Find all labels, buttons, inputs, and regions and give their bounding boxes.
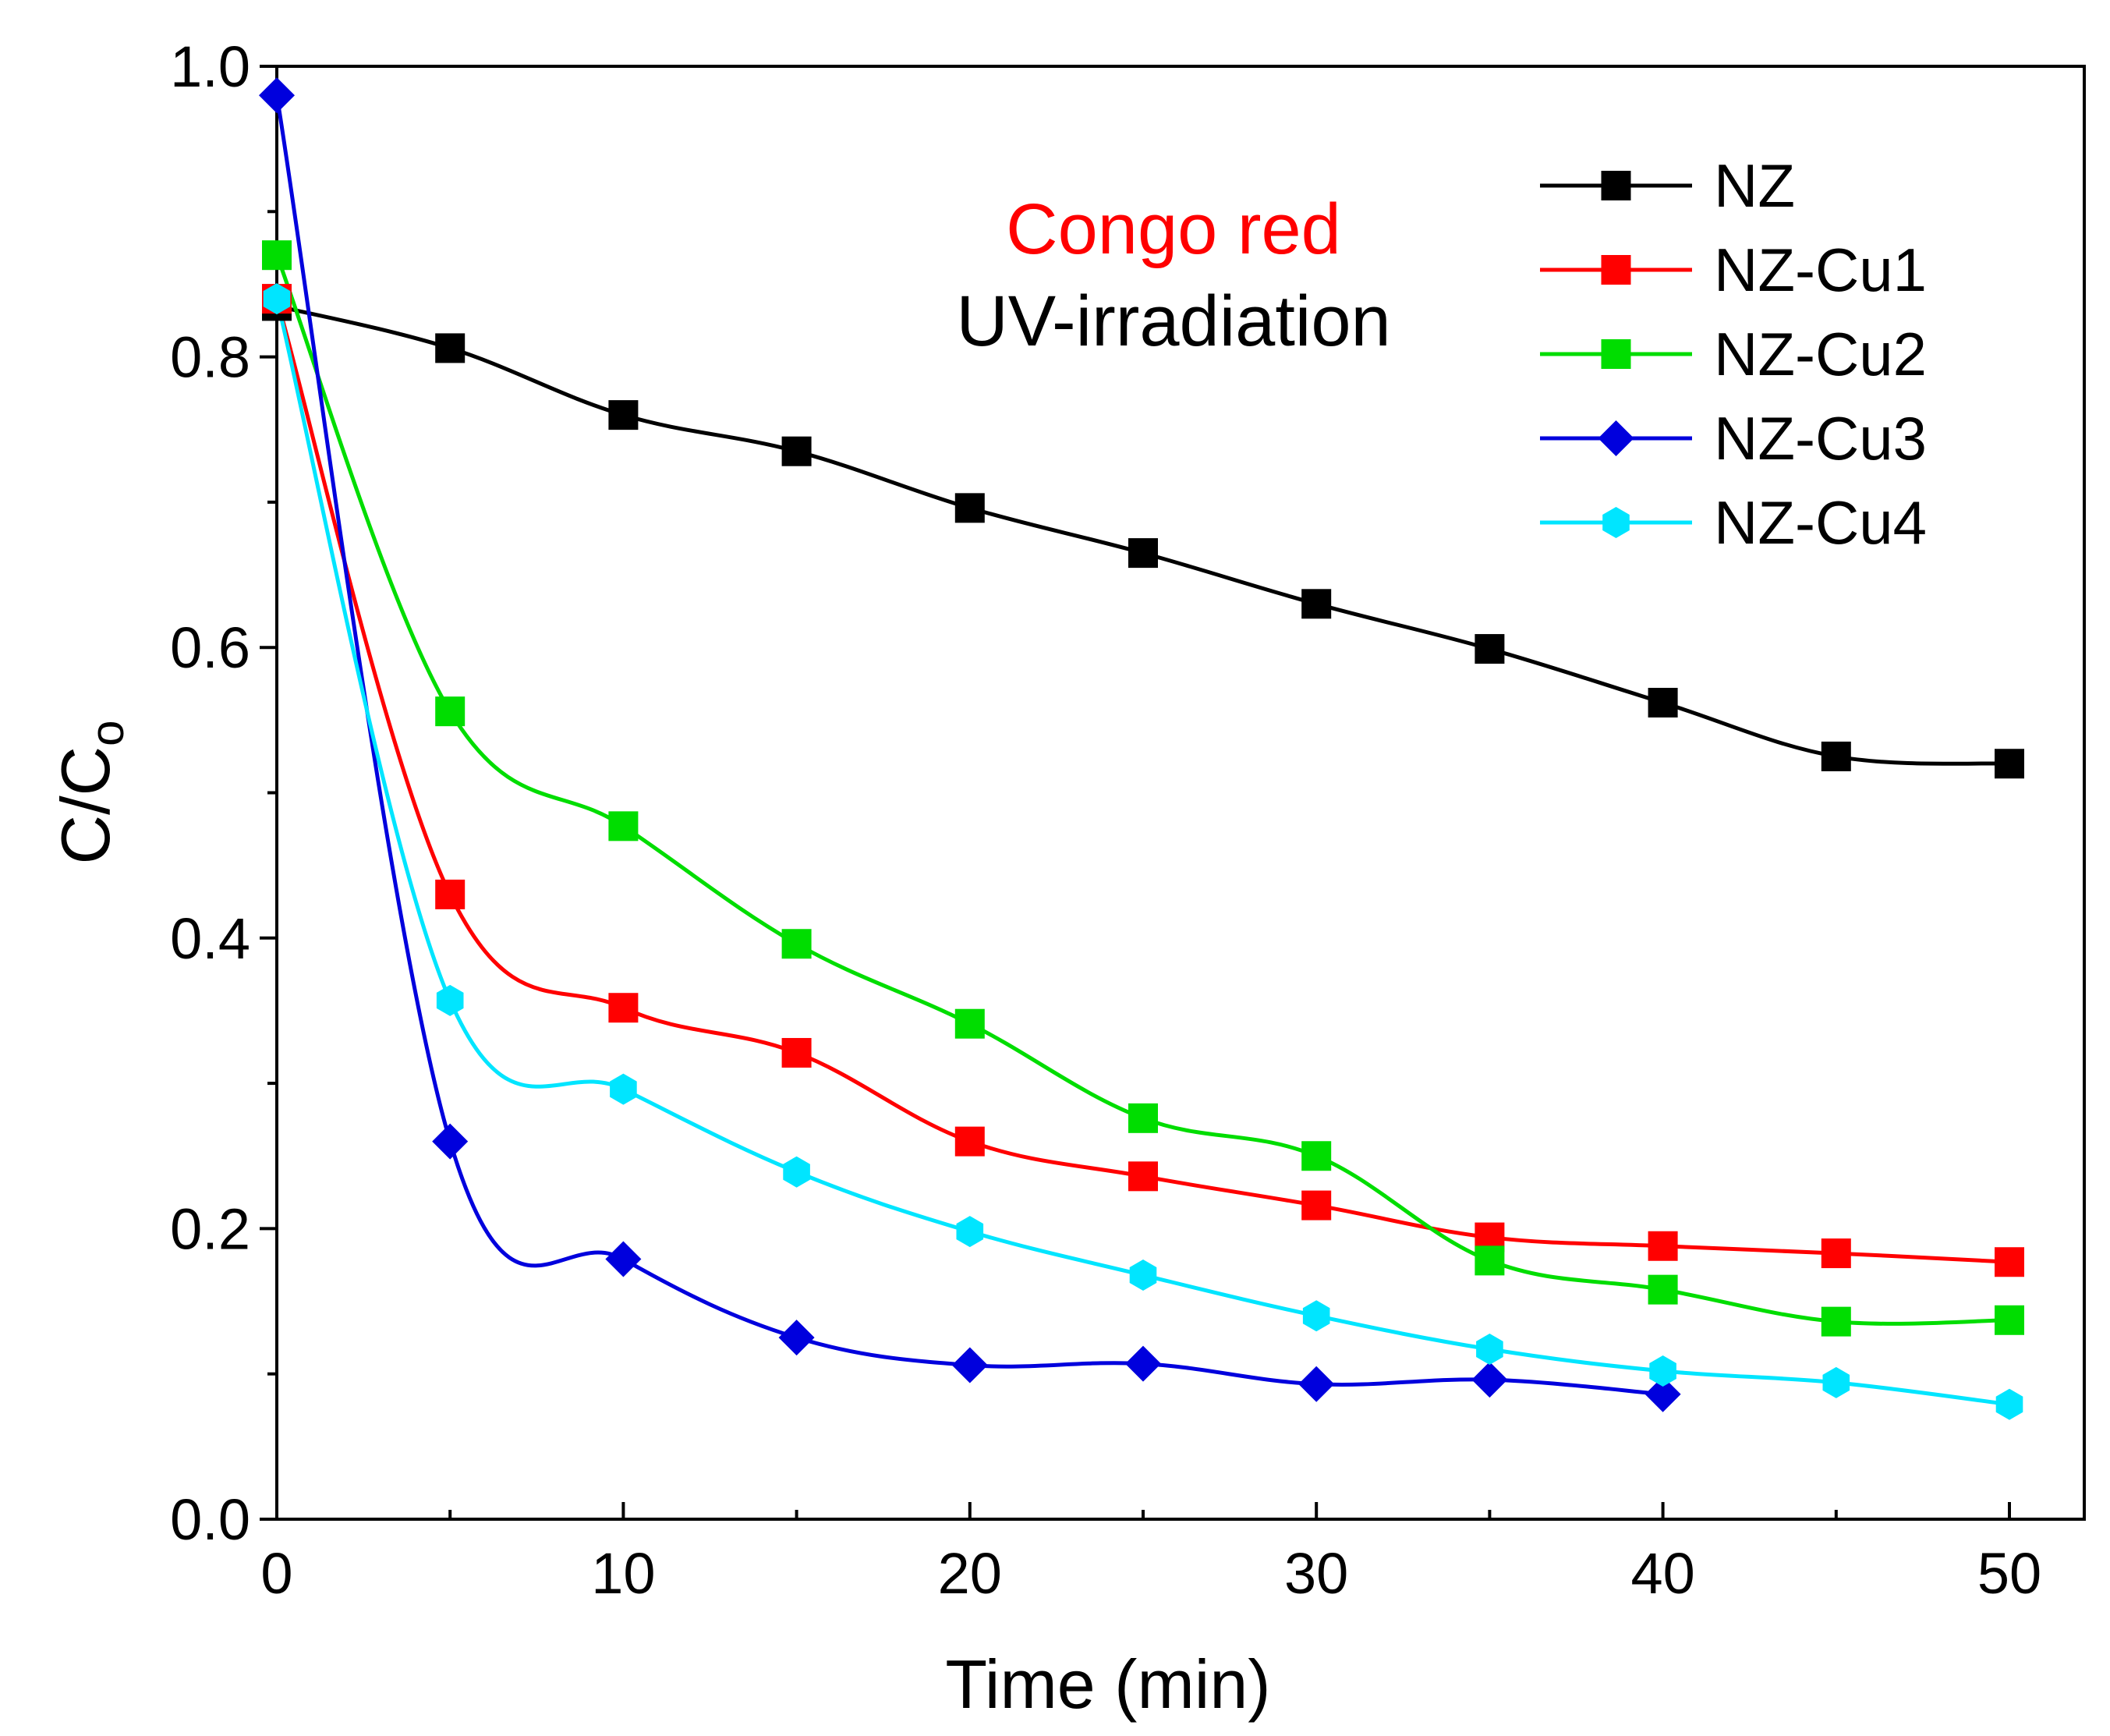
data-point-nz-cu4: [1822, 1366, 1850, 1398]
series-line-nz-cu2: [274, 254, 2010, 1326]
y-tick-label: 0.4: [170, 906, 250, 971]
data-point-nz-cu2: [608, 811, 639, 841]
data-point-nz-cu4: [956, 1216, 984, 1248]
data-point-nz-cu4: [610, 1073, 637, 1105]
y-axis-title-subscript: o: [81, 721, 133, 746]
legend-marker-nz-cu3: [1598, 420, 1634, 456]
y-tick-label: 1.0: [170, 34, 250, 99]
data-point-nz-cu3: [951, 1347, 988, 1383]
data-point-nz-cu3: [432, 1123, 469, 1160]
y-tick-label: 0.0: [170, 1487, 250, 1552]
data-point-nz: [1995, 749, 2024, 779]
series-markers: [259, 77, 2024, 1420]
axis-ticks: 0 10 20 30 40 50 0.0 0.2 0.4 0.6 0.8 1.0: [170, 34, 2041, 1606]
data-point-nz: [435, 333, 466, 363]
x-tick-label: 10: [591, 1541, 655, 1606]
data-point-nz: [1301, 589, 1332, 619]
legend: NZ NZ-Cu1 NZ-Cu2 NZ-Cu3 NZ-Cu4: [1540, 151, 1927, 557]
data-point-nz-cu4: [783, 1156, 810, 1188]
data-point-nz-cu4: [1129, 1259, 1157, 1291]
data-point-nz-cu4: [263, 283, 291, 315]
data-point-nz-cu1: [781, 1037, 812, 1068]
data-point-nz-cu3: [1298, 1366, 1335, 1402]
data-point-nz-cu2: [435, 696, 466, 727]
data-point-nz-cu2: [1648, 1274, 1678, 1305]
data-point-nz-cu1: [954, 1126, 985, 1157]
x-tick-label: 40: [1630, 1541, 1694, 1606]
data-point-nz-cu2: [1821, 1306, 1851, 1337]
data-point-nz-cu4: [1995, 1388, 2023, 1420]
y-tick-label: 0.2: [170, 1196, 250, 1261]
legend-marker-nz: [1601, 171, 1631, 200]
data-point-nz: [1128, 538, 1158, 569]
data-point-nz-cu4: [1476, 1334, 1503, 1365]
data-point-nz: [781, 436, 812, 466]
x-tick-label: 30: [1284, 1541, 1348, 1606]
data-point-nz-cu2: [781, 929, 812, 959]
data-point-nz-cu2: [1475, 1245, 1505, 1276]
x-tick-label: 0: [260, 1541, 292, 1606]
y-axis-title-main: C/C: [47, 746, 124, 865]
y-tick-label: 0.6: [170, 615, 250, 680]
annotation-uv-irradiation: UV-irradiation: [956, 282, 1390, 361]
legend-marker-nz-cu2: [1601, 339, 1631, 369]
data-point-nz-cu3: [1125, 1345, 1161, 1382]
data-point-nz-cu3: [1644, 1376, 1681, 1412]
data-point-nz-cu3: [1471, 1362, 1508, 1398]
legend-label-nz-cu4: NZ-Cu4: [1714, 488, 1927, 557]
x-tick-label: 20: [938, 1541, 1002, 1606]
legend-marker-nz-cu4: [1602, 507, 1630, 538]
data-point-nz-cu3: [605, 1241, 642, 1277]
legend-marker-nz-cu1: [1601, 255, 1631, 285]
data-point-nz: [1648, 687, 1678, 717]
data-point-nz: [1821, 741, 1851, 771]
data-point-nz-cu1: [1995, 1247, 2024, 1277]
data-point-nz: [608, 400, 639, 430]
data-point-nz-cu1: [1821, 1238, 1851, 1269]
data-point-nz-cu4: [1302, 1300, 1330, 1332]
x-tick-label: 50: [1977, 1541, 2041, 1606]
data-point-nz-cu1: [608, 993, 639, 1023]
data-point-nz-cu2: [954, 1008, 985, 1039]
annotation-congo-red: Congo red: [1006, 190, 1341, 269]
data-point-nz-cu1: [1648, 1231, 1678, 1261]
data-point-nz: [954, 493, 985, 523]
legend-label-nz-cu3: NZ-Cu3: [1714, 404, 1927, 473]
x-axis-title: Time (min): [945, 1646, 1270, 1723]
data-point-nz-cu4: [436, 984, 464, 1016]
data-point-nz: [1475, 634, 1505, 664]
data-point-nz-cu4: [1649, 1355, 1676, 1387]
legend-label-nz: NZ: [1714, 151, 1795, 220]
data-point-nz-cu2: [1128, 1103, 1158, 1133]
legend-label-nz-cu2: NZ-Cu2: [1714, 320, 1927, 388]
data-point-nz-cu2: [1995, 1305, 2024, 1335]
data-point-nz-cu1: [1128, 1161, 1158, 1192]
y-axis-title: C/Co: [47, 721, 133, 865]
data-point-nz-cu2: [262, 240, 292, 271]
data-point-nz-cu1: [1301, 1190, 1332, 1221]
data-point-nz-cu2: [1301, 1141, 1332, 1171]
data-point-nz-cu3: [778, 1320, 815, 1356]
data-point-nz-cu3: [259, 77, 295, 114]
data-point-nz-cu1: [435, 879, 466, 909]
legend-label-nz-cu1: NZ-Cu1: [1714, 236, 1927, 304]
y-tick-label: 0.8: [170, 325, 250, 390]
